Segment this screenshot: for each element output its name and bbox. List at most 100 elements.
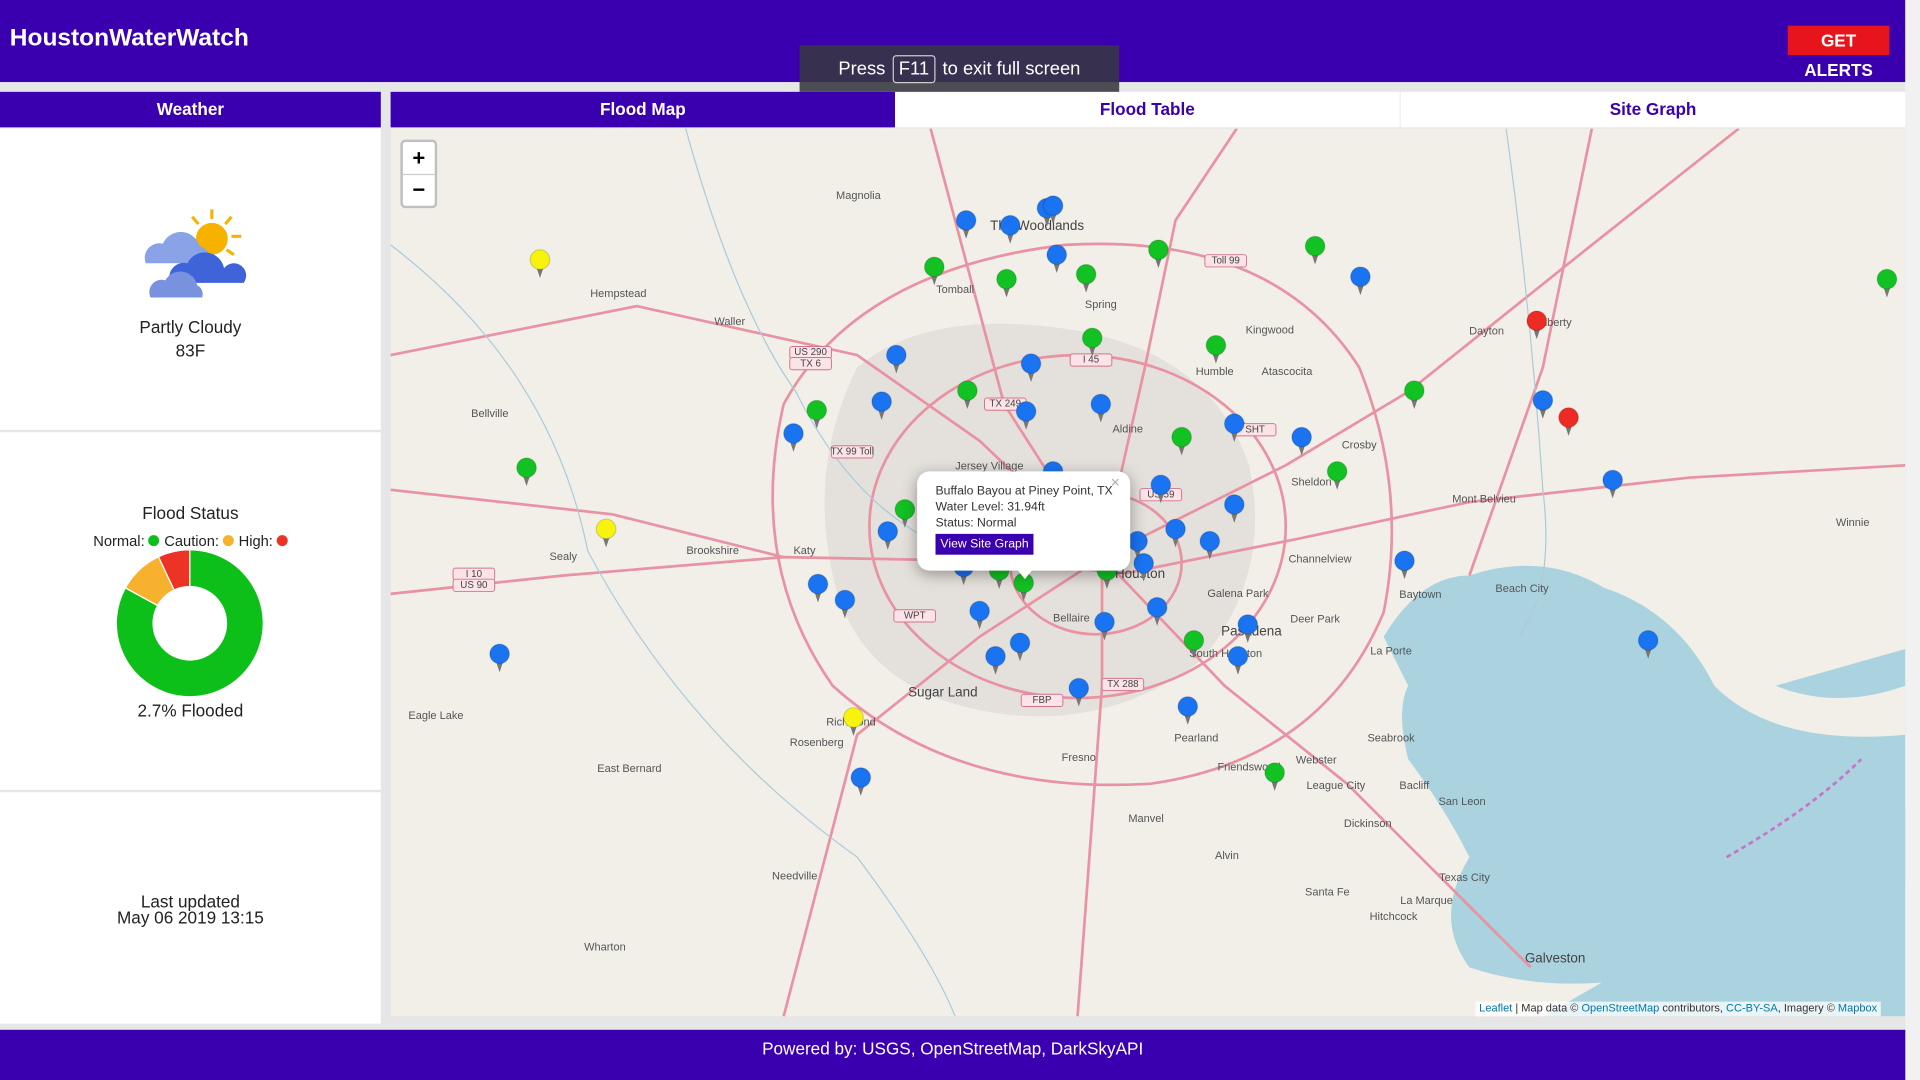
site-marker[interactable] xyxy=(1223,413,1245,435)
site-marker[interactable] xyxy=(956,380,978,402)
site-marker[interactable] xyxy=(991,663,1000,675)
site-marker[interactable] xyxy=(1022,418,1030,430)
site-marker[interactable] xyxy=(789,440,798,452)
site-marker[interactable] xyxy=(813,417,821,429)
site-marker[interactable] xyxy=(1154,257,1163,269)
site-marker[interactable] xyxy=(960,574,968,586)
site-marker[interactable] xyxy=(885,344,907,366)
site-marker[interactable] xyxy=(1237,614,1259,635)
site-marker[interactable] xyxy=(962,227,970,239)
site-marker[interactable] xyxy=(1539,407,1547,419)
site-marker[interactable] xyxy=(516,457,537,479)
site-marker[interactable] xyxy=(1244,631,1252,643)
site-marker[interactable] xyxy=(1526,310,1548,332)
site-marker[interactable] xyxy=(1049,213,1057,225)
site-marker[interactable] xyxy=(1297,444,1306,456)
site-marker[interactable] xyxy=(1075,695,1083,707)
site-marker[interactable] xyxy=(834,589,856,611)
attr-link[interactable]: OpenStreetMap xyxy=(1581,1001,1660,1014)
site-marker[interactable] xyxy=(1234,663,1242,675)
site-marker[interactable] xyxy=(1068,677,1090,699)
site-marker[interactable] xyxy=(871,391,893,413)
site-marker[interactable] xyxy=(1264,762,1286,784)
site-marker[interactable] xyxy=(1190,647,1198,659)
site-marker[interactable] xyxy=(1400,568,1409,580)
site-marker[interactable] xyxy=(1230,431,1238,443)
alerts-button[interactable]: GET ALERTS xyxy=(1787,25,1890,80)
site-marker[interactable] xyxy=(1212,352,1220,364)
site-marker[interactable] xyxy=(894,498,916,520)
site-marker[interactable] xyxy=(1094,611,1115,633)
site-marker[interactable] xyxy=(1146,596,1168,618)
site-marker[interactable] xyxy=(536,266,544,278)
site-marker[interactable] xyxy=(1088,345,1096,357)
site-marker[interactable] xyxy=(969,600,991,622)
site-marker[interactable] xyxy=(1006,232,1014,244)
site-marker[interactable] xyxy=(955,209,977,231)
site-marker[interactable] xyxy=(1608,487,1617,499)
tab-site-graph[interactable]: Site Graph xyxy=(1400,91,1906,128)
site-marker[interactable] xyxy=(1027,371,1035,383)
site-marker[interactable] xyxy=(1150,474,1172,496)
site-marker[interactable] xyxy=(1157,492,1165,504)
site-marker[interactable] xyxy=(1075,263,1097,285)
site-marker[interactable] xyxy=(1410,397,1418,409)
site-marker[interactable] xyxy=(1042,195,1064,217)
site-marker[interactable] xyxy=(1602,469,1624,491)
site-marker[interactable] xyxy=(1637,630,1659,651)
site-marker[interactable] xyxy=(1206,548,1214,560)
site-marker[interactable] xyxy=(1165,518,1186,540)
site-marker[interactable] xyxy=(857,784,865,796)
site-marker[interactable] xyxy=(495,661,504,673)
site-marker[interactable] xyxy=(1564,424,1573,436)
site-marker[interactable] xyxy=(850,767,872,788)
site-marker[interactable] xyxy=(1046,244,1068,266)
tab-flood-map[interactable]: Flood Map xyxy=(390,91,896,128)
site-marker[interactable] xyxy=(1394,550,1415,572)
site-marker[interactable] xyxy=(999,214,1021,236)
site-marker[interactable] xyxy=(996,268,1017,290)
site-marker[interactable] xyxy=(783,423,804,444)
popup-close[interactable]: × xyxy=(1110,472,1120,492)
site-marker[interactable] xyxy=(1100,629,1109,641)
site-marker[interactable] xyxy=(995,577,1003,589)
site-marker[interactable] xyxy=(930,274,938,286)
site-marker[interactable] xyxy=(529,249,551,270)
site-marker[interactable] xyxy=(1103,577,1111,589)
site-marker[interactable] xyxy=(1147,239,1169,261)
site-marker[interactable] xyxy=(1020,590,1028,602)
site-marker[interactable] xyxy=(892,362,900,374)
site-marker[interactable] xyxy=(1356,284,1365,296)
zoom-out[interactable]: − xyxy=(412,177,426,203)
site-marker[interactable] xyxy=(1184,713,1192,725)
site-marker[interactable] xyxy=(877,521,899,542)
site-marker[interactable] xyxy=(877,408,886,420)
site-marker[interactable] xyxy=(1133,548,1142,560)
site-marker[interactable] xyxy=(1153,614,1161,626)
site-marker[interactable] xyxy=(1097,411,1105,423)
site-marker[interactable] xyxy=(1326,461,1348,482)
site-marker[interactable] xyxy=(1171,536,1180,548)
site-marker[interactable] xyxy=(849,724,858,736)
site-marker[interactable] xyxy=(1271,780,1279,792)
site-marker[interactable] xyxy=(975,618,984,630)
site-marker[interactable] xyxy=(1291,426,1313,448)
site-marker[interactable] xyxy=(1053,262,1061,274)
site-marker[interactable] xyxy=(1183,630,1205,651)
site-marker[interactable] xyxy=(1090,393,1112,415)
site-marker[interactable] xyxy=(923,256,945,278)
site-marker[interactable] xyxy=(1015,401,1037,422)
attr-link[interactable]: CC-BY-SA xyxy=(1726,1001,1778,1014)
site-marker[interactable] xyxy=(1043,215,1051,227)
site-marker[interactable] xyxy=(1002,286,1011,298)
attr-link[interactable]: Leaflet xyxy=(1479,1001,1513,1014)
site-marker[interactable] xyxy=(602,536,610,548)
site-marker[interactable] xyxy=(1533,328,1541,340)
site-marker[interactable] xyxy=(1876,268,1898,290)
site-marker[interactable] xyxy=(1127,530,1148,552)
site-marker[interactable] xyxy=(1304,235,1326,257)
site-marker[interactable] xyxy=(1230,511,1238,523)
site-marker[interactable] xyxy=(1644,647,1652,659)
site-marker[interactable] xyxy=(807,573,829,595)
tab-flood-table[interactable]: Flood Table xyxy=(895,91,1401,128)
